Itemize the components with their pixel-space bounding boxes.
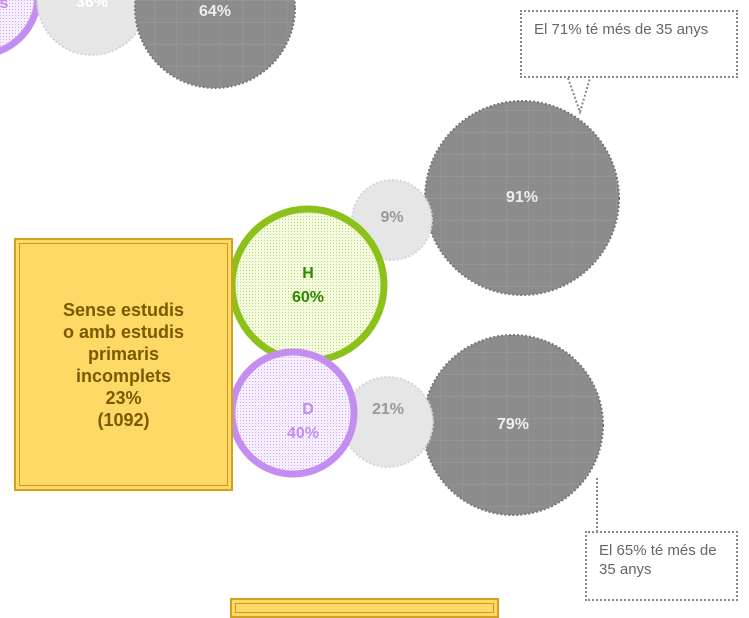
female-circle-top (0, 0, 42, 55)
label: 40% (287, 425, 319, 442)
label: 21% (372, 401, 404, 418)
label: D (302, 401, 314, 418)
dark-circle (134, 0, 296, 89)
female-circle (228, 348, 358, 478)
callout: El 65% té més de 35 anys (585, 531, 738, 601)
line: primaris (87, 343, 160, 364)
label: 60% (292, 289, 324, 306)
category-box (230, 598, 499, 618)
label: 91% (506, 189, 538, 206)
label: 79% (497, 416, 529, 433)
label: s (0, 0, 9, 12)
line: incomplets (75, 365, 172, 386)
category-box: Sense estudis o amb estudis primaris inc… (14, 238, 233, 491)
callout-pointer (567, 77, 591, 116)
male-circle (228, 205, 388, 365)
label: 36% (76, 0, 108, 11)
line: o amb estudis (62, 321, 185, 342)
diagram: s 36% 64% 91% 9% H 60% 79% 21% D 40% (0, 0, 620, 533)
line: 23% (105, 387, 142, 408)
light-circle (36, 0, 148, 56)
dark-circle (422, 334, 604, 516)
label: 64% (199, 3, 231, 20)
label: H (302, 265, 314, 282)
line: Sense estudis (62, 299, 185, 320)
callout-pointer (596, 478, 613, 533)
line: (1092) (97, 409, 150, 430)
label: 9% (380, 209, 403, 226)
callout: El 71% té més de 35 anys (520, 10, 738, 78)
